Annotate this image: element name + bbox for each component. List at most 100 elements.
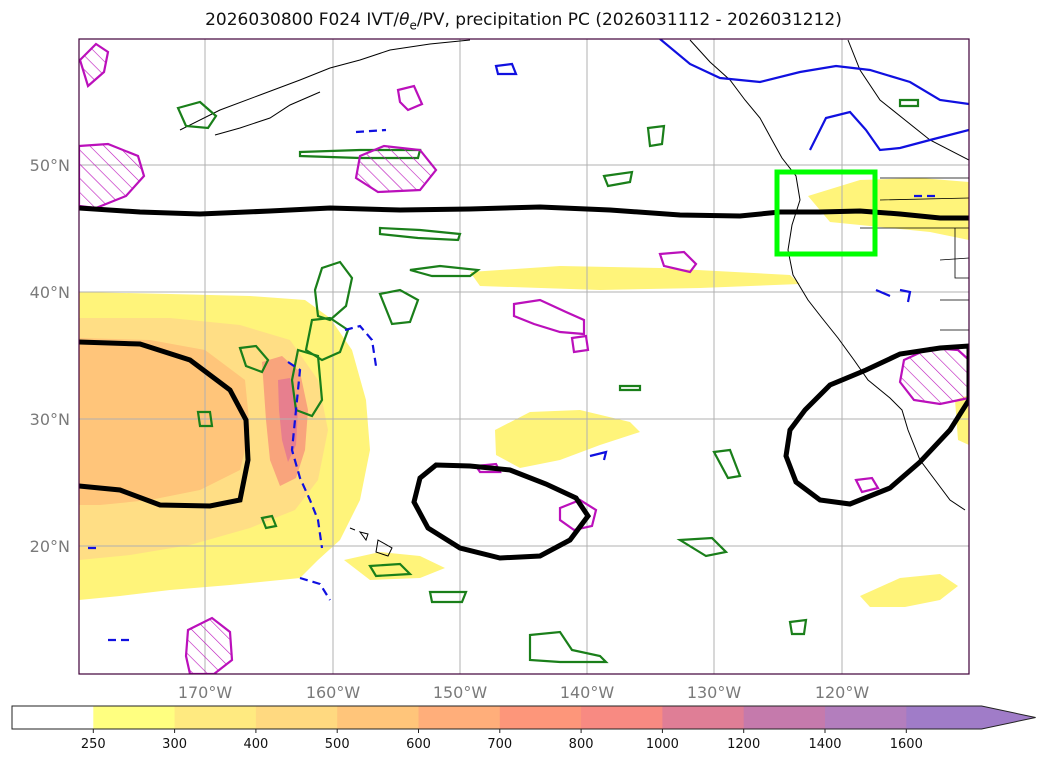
green-contour-4 (238, 344, 270, 374)
lon-label-130w: 130°W (687, 683, 742, 702)
colorbar-outline (11, 705, 1036, 730)
ivt-plume-west-core (79, 338, 250, 505)
green-contour-12 (712, 448, 742, 480)
colorbar-label: 250 (81, 737, 106, 752)
colorbar-segment (662, 706, 745, 729)
green-contour-3 (290, 348, 324, 418)
hawaii-islands (349, 527, 393, 557)
pv-contour-dashed-2 (344, 324, 378, 367)
colorbar-extend-arrow (906, 706, 1036, 729)
green-contour-14 (196, 410, 214, 428)
coastline-aleutians (214, 91, 321, 136)
colorbar-segment (418, 706, 501, 729)
pv-contour-north-1 (659, 39, 969, 106)
lon-label-150w: 150°W (433, 683, 488, 702)
state-borders (860, 177, 969, 331)
magenta-contour-4 (898, 346, 969, 406)
colorbar-segment (337, 706, 419, 729)
green-contour-15 (260, 514, 278, 530)
lat-labels: 50°N 40°N 30°N 20°N (30, 156, 70, 556)
colorbar-label: 1200 (727, 737, 760, 752)
lon-label-120w: 120°W (815, 683, 870, 702)
magenta-contour-9 (396, 84, 424, 112)
green-contour-13 (409, 264, 481, 278)
green-contour-17 (602, 170, 634, 188)
magenta-contour-1 (354, 144, 438, 194)
colorbar-label: 500 (325, 737, 350, 752)
ivt-patch-ne (808, 178, 969, 240)
lon-label-140w: 140°W (560, 683, 615, 702)
black-contour-central (411, 462, 592, 561)
magenta-contour-6 (512, 298, 586, 336)
green-contour-19 (788, 618, 808, 636)
colorbar-label: 700 (487, 737, 512, 752)
pv-contour-dashed-4 (88, 128, 940, 642)
colorbar-label: 800 (569, 737, 594, 752)
coastline-alaska-peninsula (179, 39, 471, 131)
title-fields-prefix: IVT/ (366, 10, 400, 30)
lat-label-20n: 20°N (30, 537, 70, 556)
pv-contour-small (494, 62, 518, 76)
green-contour-8 (378, 226, 462, 242)
coastlines (179, 39, 969, 557)
title-theta: θ (399, 10, 410, 30)
colorbar-label: 1600 (890, 737, 923, 752)
colorbar-label: 1400 (808, 737, 841, 752)
colorbar-segment (12, 706, 94, 729)
highlight-box (774, 169, 878, 257)
colorbar-label: 600 (406, 737, 431, 752)
title-forecast: F024 (318, 10, 361, 30)
magenta-contour-3 (184, 616, 234, 674)
colorbar-segment (255, 706, 338, 729)
green-contour-11 (676, 536, 729, 558)
magenta-contour-8 (658, 250, 698, 274)
ivt-patch-se (860, 574, 958, 607)
map-frame (78, 38, 970, 675)
pv-contours (88, 39, 969, 642)
colorbar-label: 300 (162, 737, 187, 752)
lat-label-30n: 30°N (30, 410, 70, 429)
ivt-patch-mid (495, 410, 640, 468)
colorbar-label: 400 (243, 737, 268, 752)
colorbar: 250 300 400 500 600 700 800 1000 1200 1400 1600 (11, 705, 1036, 752)
title-run: 2026030800 (205, 10, 314, 30)
black-contour-west (79, 339, 251, 509)
lat-label-50n: 50°N (30, 156, 70, 175)
magenta-contour-5 (79, 42, 110, 88)
pv-contour-north-2 (809, 110, 969, 152)
colorbar-segment (174, 706, 257, 729)
pv-contour-6 (589, 450, 608, 461)
lon-label-170w: 170°W (178, 683, 233, 702)
pv-contour-5 (875, 288, 912, 303)
ivt-band-central (470, 266, 800, 290)
title-theta-sub: e (409, 18, 417, 33)
graticule (79, 39, 969, 674)
green-contour-6 (176, 100, 218, 130)
green-contour-21 (618, 384, 642, 392)
lon-labels: 170°W 160°W 150°W 140°W 130°W 120°W (178, 683, 870, 702)
title-period: (2026031112 - 2026031212) (595, 10, 842, 30)
green-contour-5 (378, 288, 420, 326)
colorbar-segment (93, 706, 176, 729)
green-contour-9 (528, 630, 609, 664)
magenta-contour-10 (474, 462, 502, 474)
green-contour-20 (898, 98, 920, 108)
black-contour-east (783, 343, 969, 507)
coastline-interior (847, 39, 969, 161)
colorbar-segment (499, 706, 582, 729)
map-panel (79, 39, 969, 674)
green-contour-2 (304, 316, 350, 362)
magenta-contour-11 (854, 476, 880, 494)
colorbar-label: 1000 (646, 737, 679, 752)
coastline-north-america (689, 39, 966, 511)
theta-e-contours (176, 98, 920, 664)
figure-title: 2026030800 F024 IVT/θe/PV, precipitation… (0, 10, 1047, 32)
green-contour-1 (313, 260, 354, 322)
magenta-contour-12 (570, 334, 590, 354)
pv-contour-dashed-3 (299, 576, 331, 601)
colorbar-segment (825, 706, 907, 729)
green-contour-10 (368, 562, 413, 578)
pv-contour-dashed-1 (287, 361, 324, 549)
colorbar-segment (743, 706, 826, 729)
